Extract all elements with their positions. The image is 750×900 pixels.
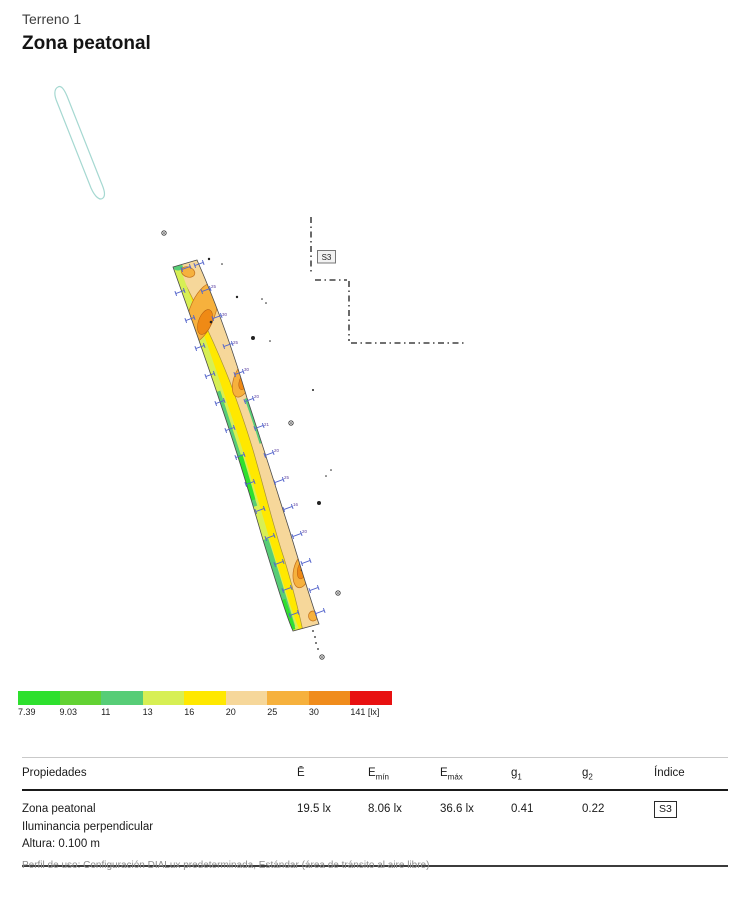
legend-step: 13: [142, 691, 185, 717]
legend-step-label: 30: [308, 707, 319, 717]
value-e-max: 36.6 lx: [440, 803, 474, 816]
col-e-min: Emín: [368, 767, 390, 782]
zone-name: Zona peatonal: [22, 803, 96, 816]
legend-step: 9.03: [59, 691, 102, 717]
legend-step-label: 11: [101, 707, 111, 717]
legend-step-label: 141 [lx]: [350, 707, 380, 717]
street-outline: [54, 85, 106, 200]
legend-step-label: 9.03: [59, 707, 78, 717]
site-object-dots: [161, 230, 341, 660]
legend-step: 30: [308, 691, 351, 717]
legend-step: 11: [101, 691, 143, 717]
col-propiedades: Propiedades: [22, 767, 87, 779]
svg-text:20: 20: [274, 448, 280, 453]
value-g1: 0.41: [511, 803, 534, 816]
svg-text:25: 25: [211, 284, 217, 289]
col-g2: g2: [582, 767, 593, 782]
zone-tag: S3: [317, 250, 336, 264]
zone-boundary-dashed: [310, 217, 465, 344]
illuminance-legend: 7.39 9.03 11 13 16 20 25 30: [18, 691, 392, 717]
legend-step: 7.39: [18, 691, 60, 717]
value-e-min: 8.06 lx: [368, 803, 402, 816]
measure-type: Iluminancia perpendicular: [22, 820, 154, 833]
col-e-max: Emáx: [440, 767, 463, 782]
usage-profile-note: Perfil de uso: Configuración DIALux pred…: [22, 860, 430, 871]
svg-text:20: 20: [302, 529, 308, 534]
measure-height: Altura: 0.100 m: [22, 837, 100, 850]
value-g2: 0.22: [582, 803, 605, 816]
value-indice: S3: [654, 801, 728, 853]
terrain-label: Terreno 1: [22, 11, 82, 27]
illuminance-strip: [173, 260, 319, 631]
svg-text:30: 30: [222, 312, 228, 317]
legend-color-swatch: [267, 691, 309, 705]
legend-step-label: 13: [142, 707, 153, 717]
col-indice: Índice: [654, 767, 685, 779]
strip-outline: [172, 259, 320, 632]
svg-text:25: 25: [233, 340, 239, 345]
page-title: Zona peatonal: [22, 33, 151, 54]
legend-step: 20: [225, 691, 268, 717]
svg-text:30: 30: [244, 367, 250, 372]
legend-step: 16: [184, 691, 226, 717]
legend-step: 141 [lx]: [350, 691, 392, 717]
legend-color-swatch: [142, 691, 185, 705]
zone-description: Zona peatonal Iluminancia perpendicular …: [22, 801, 297, 853]
legend-step: 25: [267, 691, 309, 717]
legend-color-swatch: [350, 691, 392, 705]
legend-color-swatch: [184, 691, 226, 705]
col-e-avg: Ē: [297, 767, 305, 779]
legend-step-label: 20: [225, 707, 236, 717]
legend-step-label: 7.39: [18, 707, 36, 717]
legend-color-swatch: [308, 691, 351, 705]
table-row: Zona peatonal Iluminancia perpendicular …: [22, 791, 728, 868]
legend-color-swatch: [225, 691, 268, 705]
point-value-labels: 25 30 25 30 20 21 20 25 16 20: [211, 284, 308, 534]
svg-text:21: 21: [264, 422, 270, 427]
svg-text:S3: S3: [322, 253, 332, 262]
page-header: Terreno 1 Zona peatonal: [22, 11, 151, 55]
legend-color-swatch: [59, 691, 102, 705]
col-g1: g1: [511, 767, 522, 782]
legend-step-label: 25: [267, 707, 278, 717]
legend-color-swatch: [18, 691, 60, 705]
value-e-avg: 19.5 lx: [297, 803, 331, 816]
legend-color-swatch: [101, 691, 143, 705]
index-badge: S3: [654, 801, 677, 818]
svg-text:25: 25: [284, 475, 290, 480]
svg-text:16: 16: [293, 502, 299, 507]
properties-table: Propiedades Ē Emín Emáx g1 g2 Índice Zon…: [22, 757, 728, 868]
table-header-row: Propiedades Ē Emín Emáx g1 g2 Índice: [22, 757, 728, 792]
legend-step-label: 16: [184, 707, 195, 717]
svg-text:20: 20: [254, 394, 260, 399]
